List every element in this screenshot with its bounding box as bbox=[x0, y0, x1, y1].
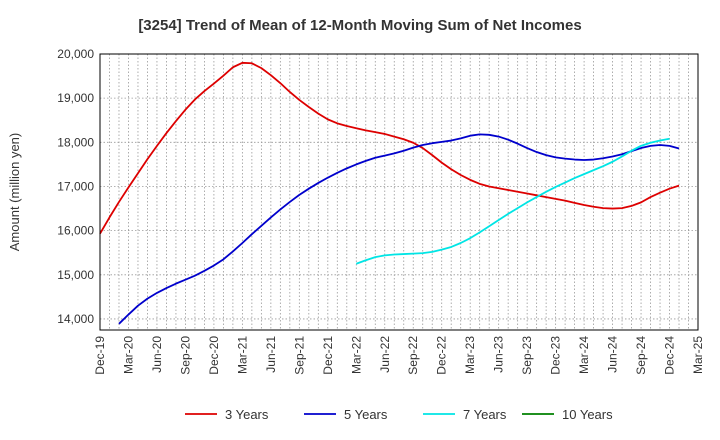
series-line-3-years bbox=[99, 61, 680, 235]
x-tick-label: Mar-20 bbox=[121, 336, 135, 374]
series-line-7-years bbox=[355, 137, 670, 265]
x-tick-label: Dec-22 bbox=[435, 336, 449, 375]
y-tick-label: 18,000 bbox=[57, 135, 94, 149]
legend-label: 10 Years bbox=[562, 407, 613, 422]
x-tick-label: Jun-23 bbox=[492, 336, 506, 373]
x-tick-label: Jun-20 bbox=[150, 336, 164, 373]
legend-label: 3 Years bbox=[225, 407, 269, 422]
y-axis-label: Amount (million yen) bbox=[7, 133, 22, 252]
x-tick-label: Sep-20 bbox=[178, 336, 192, 375]
plot-area-frame bbox=[99, 53, 699, 331]
y-tick-label: 15,000 bbox=[57, 268, 94, 282]
x-tick-label: Mar-25 bbox=[691, 336, 705, 374]
y-tick-label: 19,000 bbox=[57, 91, 94, 105]
x-tick-label: Sep-24 bbox=[634, 336, 648, 375]
x-tick-label: Dec-24 bbox=[663, 336, 677, 375]
x-tick-label: Dec-19 bbox=[93, 336, 107, 375]
y-tick-label: 14,000 bbox=[57, 312, 94, 326]
x-tick-label: Mar-22 bbox=[349, 336, 363, 374]
x-tick-label: Dec-23 bbox=[549, 336, 563, 375]
legend: 3 Years 5 Years 7 Years 10 Years bbox=[185, 407, 613, 422]
x-tick-label: Jun-24 bbox=[606, 336, 620, 373]
x-tick-label: Mar-21 bbox=[235, 336, 249, 374]
grid bbox=[99, 53, 699, 330]
y-tick-label: 20,000 bbox=[57, 47, 94, 61]
x-tick-label: Jun-21 bbox=[264, 336, 278, 373]
chart-title: [3254] Trend of Mean of 12-Month Moving … bbox=[138, 17, 581, 34]
x-tick-labels: Dec-19 Mar-20 Jun-20 Sep-20 Dec-20 Mar-21 Jun-… bbox=[93, 336, 705, 375]
y-tick-label: 16,000 bbox=[57, 224, 94, 238]
series-line-5-years bbox=[118, 133, 680, 325]
x-tick-label: Mar-23 bbox=[463, 336, 477, 374]
y-tick-labels: 14,000 15,000 16,000 17,000 18,000 19,000 20,0… bbox=[57, 47, 94, 326]
x-tick-label: Sep-22 bbox=[406, 336, 420, 375]
legend-label: 5 Years bbox=[344, 407, 388, 422]
x-tick-label: Dec-20 bbox=[207, 336, 221, 375]
x-tick-label: Mar-24 bbox=[577, 336, 591, 374]
series-lines bbox=[99, 61, 680, 325]
x-tick-label: Sep-21 bbox=[292, 336, 306, 375]
legend-label: 7 Years bbox=[463, 407, 507, 422]
x-tick-label: Sep-23 bbox=[520, 336, 534, 375]
x-tick-label: Jun-22 bbox=[378, 336, 392, 373]
y-tick-label: 17,000 bbox=[57, 179, 94, 193]
x-tick-label: Dec-21 bbox=[321, 336, 335, 375]
